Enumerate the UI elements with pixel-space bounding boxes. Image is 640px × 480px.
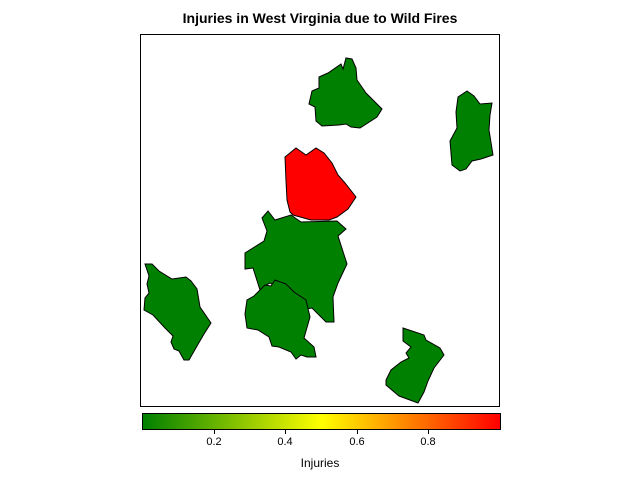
legend-title: Injuries: [300, 456, 340, 470]
legend-tick-label: 0.2: [206, 436, 222, 448]
legend-tick-label: 0.4: [277, 436, 293, 448]
county-south[interactable]: [385, 327, 445, 404]
legend-tick-mark: [357, 429, 358, 434]
legend-color-bar: [142, 413, 501, 430]
map-canvas: [143, 57, 494, 404]
county-northeast[interactable]: [449, 90, 494, 172]
legend-tick-mark: [428, 429, 429, 434]
legend-tick-mark: [214, 429, 215, 434]
county-north[interactable]: [308, 57, 383, 129]
map-frame: [140, 34, 500, 407]
county-central-north[interactable]: [284, 147, 357, 221]
legend-tick-mark: [285, 429, 286, 434]
map-title: Injuries in West Virginia due to Wild Fi…: [182, 10, 458, 26]
county-west[interactable]: [143, 263, 212, 361]
legend-tick-label: 0.6: [349, 436, 365, 448]
county-central-south[interactable]: [244, 279, 317, 360]
legend-tick-label: 0.8: [420, 436, 436, 448]
